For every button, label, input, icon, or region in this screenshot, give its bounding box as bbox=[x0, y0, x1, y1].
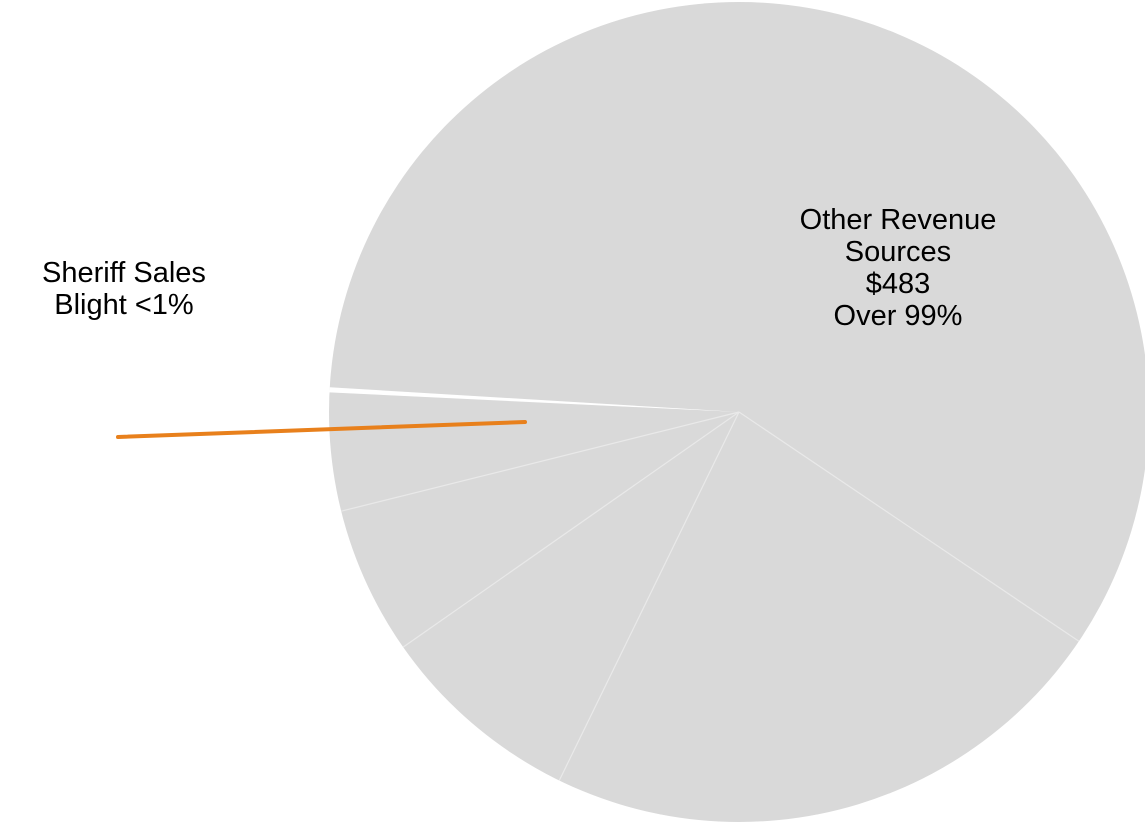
data-label-line: Other Revenue bbox=[799, 204, 997, 236]
pie-slice-border bbox=[738, 411, 1080, 642]
pie-slice-border bbox=[402, 411, 740, 648]
data-label-line: Sheriff Sales bbox=[42, 257, 206, 289]
pie-slice-border bbox=[341, 411, 740, 512]
pie-slices bbox=[329, 2, 1145, 822]
leader-line-sheriff-sales-blight bbox=[116, 420, 527, 439]
data-label-line: Blight <1% bbox=[54, 289, 194, 321]
leader-lines bbox=[116, 420, 527, 439]
data-label-line: Over 99% bbox=[833, 300, 963, 332]
data-label-sheriff-sales-blight: Sheriff Sales Blight <1% bbox=[0, 257, 248, 321]
data-label-line: Sources bbox=[844, 236, 952, 268]
pie-slice-border bbox=[558, 411, 740, 781]
pie-slice-sheriff-sales-blight bbox=[329, 387, 739, 412]
data-label-other-revenue: Other Revenue Sources $483 Over 99% bbox=[748, 204, 1048, 332]
data-label-line: $483 bbox=[865, 268, 931, 300]
